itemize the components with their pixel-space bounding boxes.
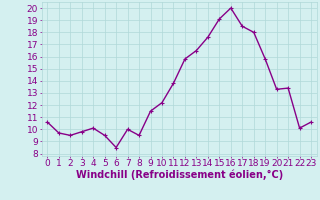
X-axis label: Windchill (Refroidissement éolien,°C): Windchill (Refroidissement éolien,°C) xyxy=(76,170,283,180)
